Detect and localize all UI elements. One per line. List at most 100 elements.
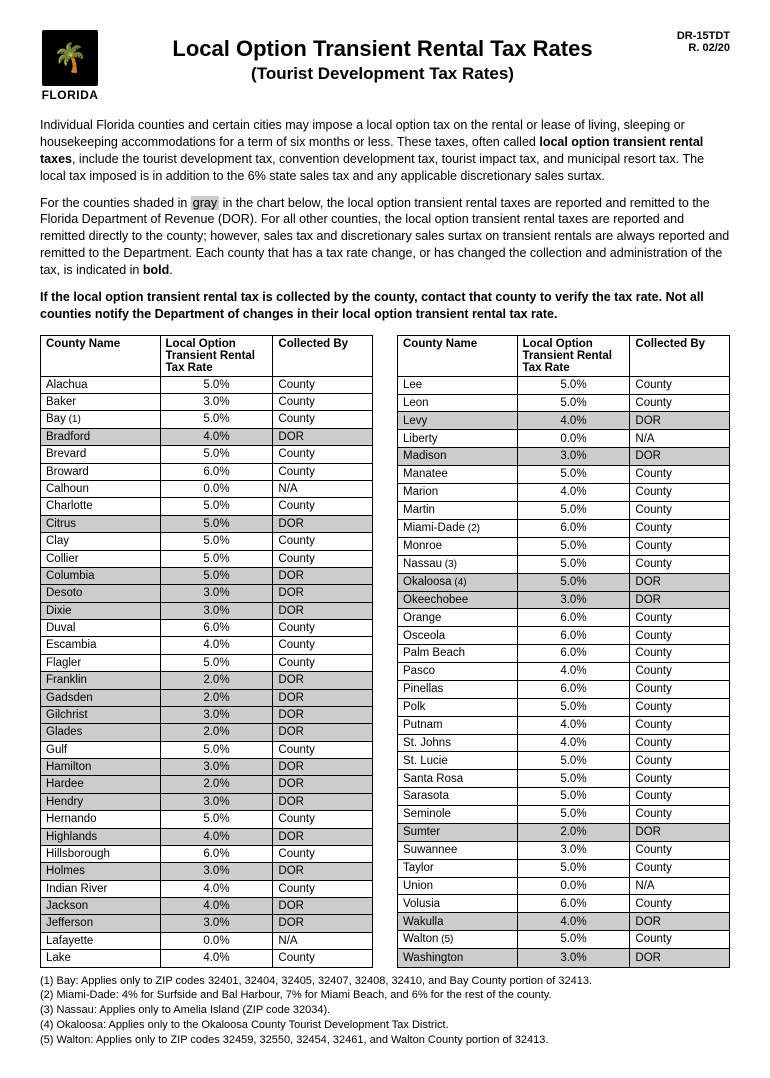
cell-county: Clay	[41, 533, 161, 550]
table-row: Hamilton3.0%DOR	[41, 759, 373, 776]
cell-rate: 0.0%	[517, 877, 630, 895]
cell-collected-by: County	[273, 620, 373, 637]
cell-county: Santa Rosa	[398, 770, 518, 788]
cell-county: St. Johns	[398, 734, 518, 752]
cell-rate: 2.0%	[160, 672, 273, 689]
cell-county: Columbia	[41, 567, 161, 584]
table-row: Lafayette0.0%N/A	[41, 932, 373, 949]
table-row: Polk5.0%County	[398, 698, 730, 716]
cell-county: Seminole	[398, 806, 518, 824]
table-row: Monroe5.0%County	[398, 537, 730, 555]
th-rate: Local Option Transient Rental Tax Rate	[160, 335, 273, 376]
p1b: , include the tourist development tax, c…	[40, 152, 704, 183]
cell-county: Calhoun	[41, 481, 161, 498]
cell-county: Escambia	[41, 637, 161, 654]
table-row: Glades2.0%DOR	[41, 724, 373, 741]
cell-collected-by: DOR	[630, 913, 730, 931]
cell-rate: 4.0%	[517, 913, 630, 931]
cell-collected-by: County	[273, 880, 373, 897]
table-row: Franklin2.0%DOR	[41, 672, 373, 689]
cell-collected-by: County	[630, 466, 730, 484]
cell-county: Hardee	[41, 776, 161, 793]
cell-county: Franklin	[41, 672, 161, 689]
cell-county: Hendry	[41, 793, 161, 810]
cell-collected-by: DOR	[630, 823, 730, 841]
cell-collected-by: DOR	[630, 949, 730, 967]
p2bold: bold	[143, 263, 169, 277]
cell-county: Taylor	[398, 859, 518, 877]
cell-county: Bay (1)	[41, 411, 161, 429]
cell-collected-by: County	[630, 770, 730, 788]
cell-rate: 6.0%	[517, 895, 630, 913]
table-row: Sarasota5.0%County	[398, 788, 730, 806]
table-row: Indian River4.0%County	[41, 880, 373, 897]
cell-county: Jefferson	[41, 915, 161, 932]
cell-rate: 0.0%	[517, 430, 630, 448]
cell-county: Madison	[398, 448, 518, 466]
cell-county: Hamilton	[41, 759, 161, 776]
cell-county: Osceola	[398, 627, 518, 645]
table-row: Palm Beach6.0%County	[398, 645, 730, 663]
footnote: (4) Okaloosa: Applies only to the Okaloo…	[40, 1018, 730, 1033]
cell-rate: 5.0%	[160, 654, 273, 671]
cell-county: Holmes	[41, 863, 161, 880]
cell-rate: 3.0%	[160, 602, 273, 619]
table-row: Citrus5.0%DOR	[41, 515, 373, 532]
table-row: Bay (1)5.0%County	[41, 411, 373, 429]
table-row: Clay5.0%County	[41, 533, 373, 550]
cell-rate: 5.0%	[517, 788, 630, 806]
cell-rate: 5.0%	[517, 376, 630, 394]
cell-rate: 4.0%	[517, 716, 630, 734]
p2a: For the counties shaded in	[40, 196, 191, 210]
form-revision: R. 02/20	[650, 42, 730, 54]
tax-table-left: County Name Local Option Transient Renta…	[40, 335, 373, 968]
cell-collected-by: County	[630, 895, 730, 913]
cell-collected-by: County	[630, 680, 730, 698]
cell-collected-by: N/A	[630, 877, 730, 895]
cell-rate: 5.0%	[517, 752, 630, 770]
cell-collected-by: County	[630, 716, 730, 734]
cell-rate: 6.0%	[160, 845, 273, 862]
cell-collected-by: County	[273, 811, 373, 828]
cell-collected-by: County	[630, 627, 730, 645]
cell-collected-by: County	[630, 376, 730, 394]
cell-rate: 0.0%	[160, 481, 273, 498]
logo-label: FLORIDA	[40, 88, 100, 102]
cell-collected-by: County	[273, 845, 373, 862]
cell-rate: 3.0%	[160, 585, 273, 602]
cell-collected-by: County	[273, 463, 373, 480]
table-row: Manatee5.0%County	[398, 466, 730, 484]
cell-collected-by: DOR	[273, 585, 373, 602]
cell-collected-by: DOR	[273, 428, 373, 445]
table-row: Columbia5.0%DOR	[41, 567, 373, 584]
table-row: Sumter2.0%DOR	[398, 823, 730, 841]
table-row: Hardee2.0%DOR	[41, 776, 373, 793]
cell-rate: 5.0%	[517, 466, 630, 484]
cell-collected-by: DOR	[273, 776, 373, 793]
cell-county: Palm Beach	[398, 645, 518, 663]
cell-county: Orange	[398, 609, 518, 627]
table-row: Highlands4.0%DOR	[41, 828, 373, 845]
cell-county: Liberty	[398, 430, 518, 448]
cell-collected-by: County	[630, 788, 730, 806]
cell-collected-by: County	[630, 483, 730, 501]
cell-rate: 5.0%	[160, 533, 273, 550]
table-row: Pinellas6.0%County	[398, 680, 730, 698]
cell-collected-by: DOR	[273, 602, 373, 619]
cell-collected-by: DOR	[273, 672, 373, 689]
form-id: DR-15TDT	[650, 30, 730, 42]
cell-rate: 4.0%	[160, 880, 273, 897]
cell-rate: 2.0%	[160, 724, 273, 741]
cell-rate: 5.0%	[517, 501, 630, 519]
cell-county: Alachua	[41, 376, 161, 393]
cell-rate: 5.0%	[517, 394, 630, 412]
title-block: Local Option Transient Rental Tax Rates …	[115, 30, 650, 84]
cell-collected-by: DOR	[273, 515, 373, 532]
cell-rate: 5.0%	[160, 515, 273, 532]
cell-county: Highlands	[41, 828, 161, 845]
cell-rate: 3.0%	[160, 759, 273, 776]
cell-rate: 5.0%	[160, 550, 273, 567]
cell-county: Nassau (3)	[398, 555, 518, 573]
cell-county: Union	[398, 877, 518, 895]
cell-county: Lake	[41, 950, 161, 967]
